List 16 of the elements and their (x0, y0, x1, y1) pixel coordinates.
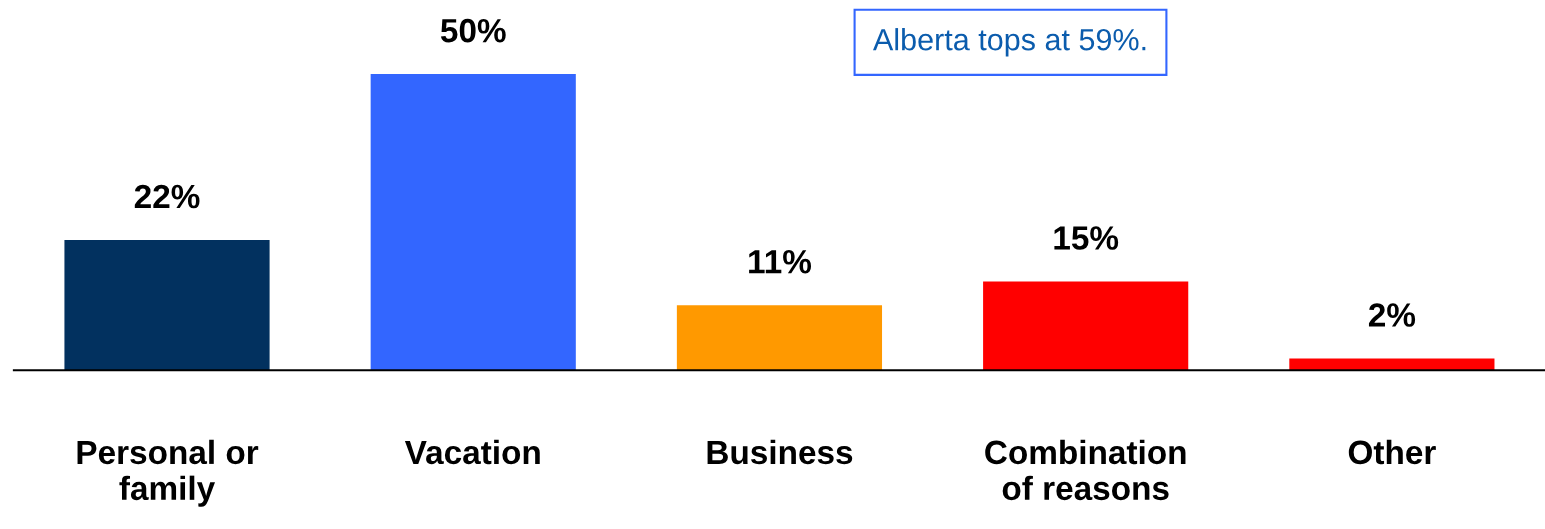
bar (1289, 358, 1495, 371)
bar (370, 74, 576, 371)
data-label: 50% (440, 18, 506, 43)
bar (64, 239, 270, 371)
text: Alberta tops at 59%. (872, 28, 1146, 57)
x-tick-label: Combination of reasons (985, 439, 1186, 501)
data-label: 15% (1054, 226, 1119, 250)
bar (983, 281, 1189, 371)
x-tick-label: Vacation (404, 439, 540, 465)
bar (676, 305, 883, 371)
data-label: 22% (134, 184, 200, 209)
data-label: 11% (749, 250, 812, 274)
x-tick-label: Other (1348, 439, 1436, 465)
data-label: 2% (1368, 303, 1416, 327)
x-tick-label: Personal or family (77, 439, 259, 507)
x-tick-label: Business (707, 439, 853, 465)
